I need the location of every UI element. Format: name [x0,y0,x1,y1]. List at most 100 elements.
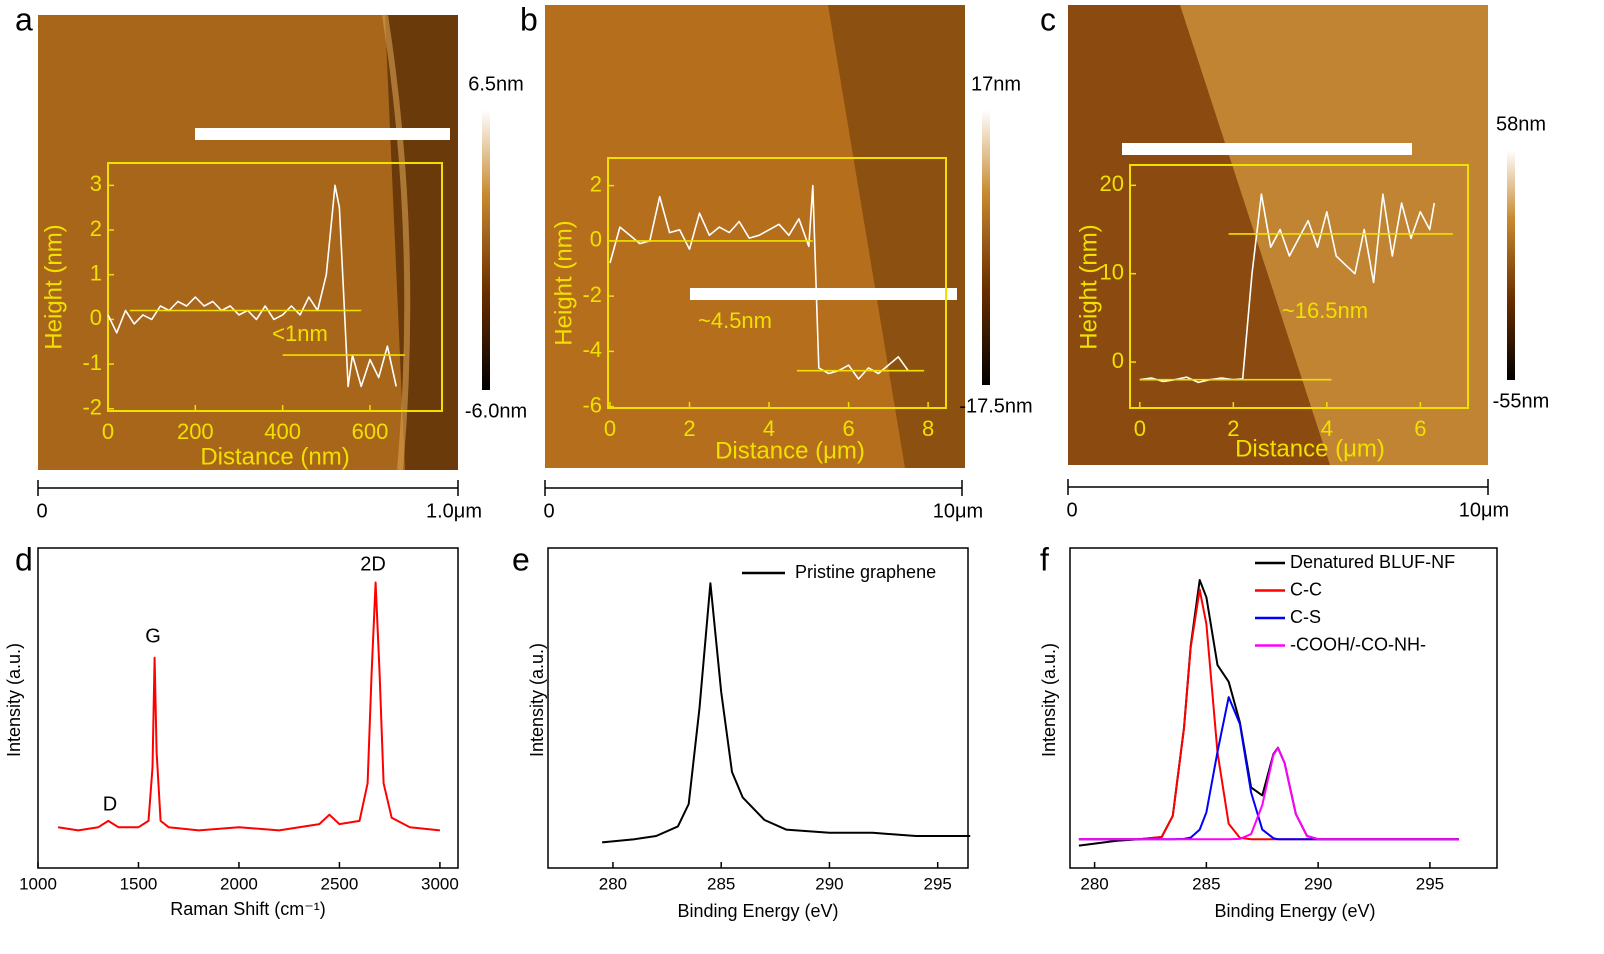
y-tick-label: -4 [582,337,602,362]
y-axis-label: Intensity (a.u.) [527,643,547,757]
annotation: ~4.5nm [698,308,772,333]
legend-label: Pristine graphene [795,562,936,582]
x-axis-label: Binding Energy (eV) [1214,901,1375,921]
colorbar [1507,150,1515,380]
data-line [1139,193,1436,384]
y-tick-label: 2 [590,171,602,196]
data-line [609,184,909,380]
data-line [1078,747,1459,841]
panel-letter: a [15,1,33,37]
plot-frame [1069,547,1498,869]
panel-letter: c [1040,1,1056,37]
plot-frame [547,547,969,869]
x-tick-label: 280 [1080,874,1108,893]
data-line [602,582,971,844]
x-axis-label: Distance (μm) [1235,435,1385,462]
scale-label: 0 [36,500,47,522]
y-tick-label: -1 [82,350,102,375]
x-tick-label: 2 [683,416,695,441]
y-tick-label: 2 [90,216,102,241]
colorbar-label: -55nm [1493,390,1550,412]
x-tick-label: 295 [924,874,952,893]
legend-label: Denatured BLUF-NF [1290,552,1455,572]
y-tick-label: 0 [590,227,602,252]
y-tick-label: -2 [582,282,602,307]
x-tick-label: 0 [102,419,114,444]
colorbar-label: -6.0nm [465,400,527,422]
scale-label: 0 [543,500,554,522]
x-tick-label: 400 [264,419,301,444]
x-tick-label: 0 [604,416,616,441]
x-tick-label: 600 [352,419,389,444]
colorbar [982,110,990,385]
x-tick-label: 290 [1304,874,1332,893]
annotation: G [145,625,161,647]
annotation: <1nm [272,321,328,346]
plot-frame [37,547,459,869]
x-tick-label: 1500 [120,874,158,893]
legend-label: C-S [1290,607,1321,627]
annotation: D [103,793,117,815]
legend-label: C-C [1290,579,1322,599]
plot-frame [1129,164,1469,409]
x-tick-label: 285 [707,874,735,893]
x-tick-label: 280 [599,874,627,893]
x-tick-label: 6 [1414,416,1426,441]
y-tick-label: 3 [90,171,102,196]
annotation: 2D [360,553,386,575]
y-tick-label: 0 [90,305,102,330]
legend-label: -COOH/-CO-NH- [1290,634,1426,654]
y-axis-label: Intensity (a.u.) [4,643,24,757]
y-axis-label: Height (nm) [40,224,67,349]
y-tick-label: -6 [582,392,602,417]
colorbar-label: -17.5nm [959,395,1032,417]
x-tick-label: 295 [1416,874,1444,893]
y-tick-label: -2 [82,395,102,420]
y-tick-label: 20 [1100,171,1124,196]
x-tick-label: 1000 [19,874,57,893]
x-tick-label: 0 [1134,416,1146,441]
x-tick-label: 200 [177,419,214,444]
panel-letter: d [15,541,33,577]
annotation: ~16.5nm [1282,298,1368,323]
panel-letter: b [520,1,538,37]
x-tick-label: 2000 [220,874,258,893]
x-tick-label: 8 [922,416,934,441]
colorbar-label: 6.5nm [468,73,524,95]
scale-label: 10μm [933,500,983,522]
y-axis-label: Intensity (a.u.) [1039,643,1059,757]
x-tick-label: 6 [842,416,854,441]
data-line [1078,588,1459,841]
y-tick-label: 0 [1112,348,1124,373]
x-axis-label: Raman Shift (cm⁻¹) [170,899,326,919]
panel-letter: e [512,541,530,577]
x-tick-label: 285 [1192,874,1220,893]
colorbar-label: 17nm [971,73,1021,95]
scale-label: 10μm [1459,499,1509,521]
x-tick-label: 290 [815,874,843,893]
y-axis-label: Height (nm) [1075,224,1102,349]
x-axis-label: Distance (nm) [200,443,349,470]
colorbar-label: 58nm [1496,113,1546,135]
x-axis-label: Distance (μm) [715,437,865,464]
y-tick-label: 1 [90,261,102,286]
data-line [107,184,397,388]
plot-frame [607,157,947,409]
colorbar [482,110,490,390]
x-axis-label: Binding Energy (eV) [677,901,838,921]
x-tick-label: 2 [1227,416,1239,441]
panel-letter: f [1040,541,1049,577]
x-tick-label: 2500 [321,874,359,893]
scale-label: 1.0μm [426,500,482,522]
x-tick-label: 3000 [421,874,459,893]
y-axis-label: Height (nm) [550,220,577,345]
x-tick-label: 4 [763,416,775,441]
data-line [57,581,441,832]
y-tick-label: 10 [1100,259,1124,284]
scale-label: 0 [1066,499,1077,521]
data-line [1078,579,1459,847]
plot-frame [107,162,443,412]
x-tick-label: 4 [1321,416,1333,441]
